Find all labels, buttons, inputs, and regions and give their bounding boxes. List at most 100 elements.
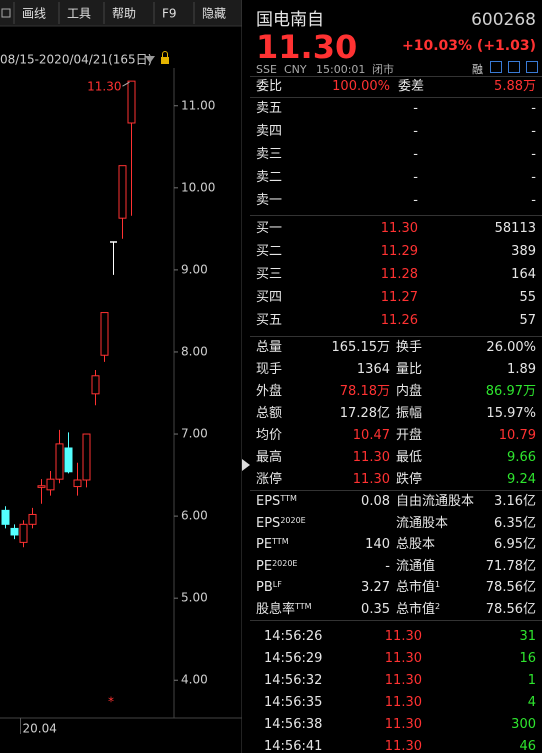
- bid-label: 买四: [256, 290, 283, 305]
- y-tick-label: 5.00: [181, 591, 208, 605]
- trade-volume: 31: [519, 629, 536, 644]
- ask-volume: -: [531, 101, 536, 116]
- y-tick-label: 11.00: [181, 98, 215, 112]
- fund-value: 78.56亿: [485, 580, 536, 595]
- marker: *: [108, 695, 114, 709]
- bid-price: 11.28: [380, 267, 418, 282]
- trade-price: 11.30: [384, 651, 422, 666]
- badge: 融: [472, 62, 483, 76]
- stat-value: 11.30: [352, 472, 390, 487]
- range-label: 08/15-2020/04/21(165日): [0, 53, 152, 67]
- ask-price: -: [413, 170, 418, 185]
- stat-label: 量比: [396, 362, 423, 377]
- fund-value: 71.78亿: [485, 558, 536, 574]
- trade-price: 11.30: [384, 717, 422, 732]
- trade-volume: 1: [527, 673, 536, 688]
- stock-code: 600268: [471, 9, 536, 30]
- fund-value: 6.95亿: [494, 537, 536, 552]
- bid-label: 买三: [256, 267, 283, 282]
- ask-volume: -: [531, 124, 536, 139]
- stat-value: 26.00%: [486, 340, 536, 355]
- stat-label: 最低: [396, 450, 423, 465]
- stat-value: 15.97%: [486, 406, 536, 421]
- high-label: 11.30: [87, 80, 121, 94]
- bid-volume: 389: [511, 244, 536, 259]
- exchange: SSE: [256, 62, 277, 76]
- fund-label-sup: 2020E: [272, 558, 298, 568]
- status: 闭市: [372, 62, 394, 76]
- quote-panel: 国电南自 600268 11.30 +10.03% (+1.03) SSE CNY 15:0…: [250, 0, 542, 753]
- y-tick-label: 6.00: [181, 509, 208, 523]
- icon[interactable]: [526, 61, 538, 73]
- fund-value: 78.56亿: [485, 601, 536, 617]
- stat-value: 17.28亿: [339, 406, 390, 421]
- fund-label: 总市值1: [396, 580, 441, 595]
- trade-volume: 300: [511, 717, 536, 732]
- fund-value: 3.27: [361, 580, 390, 595]
- fund-label: 总股本: [396, 537, 436, 552]
- fund-label-sup: 2: [435, 601, 441, 611]
- fund-label: 自由流通股本: [396, 494, 475, 509]
- toolbar-item[interactable]: 工具: [67, 7, 91, 21]
- y-tick-label: 8.00: [181, 344, 208, 358]
- toolbar-item[interactable]: F9: [162, 7, 177, 21]
- candle-body: [73, 479, 82, 488]
- price: 11.30: [256, 28, 358, 66]
- toolbar-bg: [0, 0, 242, 26]
- stat-value: 9.66: [507, 450, 536, 465]
- fund-value: 0.35: [361, 601, 390, 617]
- stock-name: 国电南自: [256, 9, 324, 30]
- toolbar-icon: [1, 8, 11, 18]
- stat-value: 86.97万: [485, 384, 536, 399]
- trade-time: 14:56:32: [264, 673, 323, 688]
- stat-label: 内盘: [396, 384, 423, 399]
- fund-value: 0.08: [361, 494, 390, 509]
- ask-volume: -: [531, 170, 536, 185]
- high-label-pointer: [122, 81, 130, 87]
- collapse-arrow[interactable]: [241, 458, 251, 472]
- stat-value: 78.18万: [339, 384, 390, 399]
- ask-volume: -: [531, 193, 536, 208]
- icon[interactable]: [490, 61, 502, 73]
- y-tick-label: 4.00: [181, 673, 208, 687]
- fund-label-sup: 2020E: [280, 515, 306, 525]
- ask-label: 卖二: [256, 170, 283, 185]
- fund-label-sup: LF: [272, 580, 282, 589]
- trade-price: 11.30: [384, 695, 422, 710]
- candle-body: [28, 513, 37, 525]
- candle-body: [55, 443, 64, 480]
- toolbar-item[interactable]: 帮助: [112, 7, 136, 21]
- bid-price: 11.30: [380, 221, 418, 236]
- stat-label: 开盘: [396, 428, 423, 443]
- fund-label: 流通值: [396, 558, 436, 574]
- fund-label-sup: 1: [435, 580, 441, 589]
- ratio-value: 5.88万: [494, 79, 536, 94]
- candle-body: [64, 447, 73, 473]
- stat-value: 1.89: [507, 362, 536, 377]
- bid-price: 11.26: [380, 313, 418, 328]
- ratio-label: 委比: [256, 79, 283, 94]
- bid-price: 11.27: [380, 290, 418, 305]
- fund-value: 6.35亿: [494, 515, 536, 531]
- ask-price: -: [413, 147, 418, 162]
- fund-label: EPS2020E: [256, 515, 306, 531]
- icon[interactable]: [508, 61, 520, 73]
- separator: [250, 76, 542, 77]
- trade-volume: 46: [519, 739, 536, 753]
- trade-volume: 4: [527, 695, 536, 710]
- trade-time: 14:56:41: [264, 739, 323, 753]
- currency: CNY: [284, 62, 307, 76]
- fund-label: 总市值2: [396, 601, 441, 617]
- trade-price: 11.30: [384, 739, 422, 753]
- toolbar-item[interactable]: 隐藏: [202, 7, 226, 21]
- toolbar-item[interactable]: 画线: [22, 7, 46, 21]
- fund-label: 流通股本: [396, 515, 449, 531]
- candle-body: [1, 509, 10, 525]
- candle-body: [37, 485, 46, 488]
- bid-label: 买一: [256, 221, 283, 236]
- ask-price: -: [413, 124, 418, 139]
- chart: 08/15-2020/04/21(165日) 画线 工具 帮助 F9 隐藏 4.00 5.0…: [0, 0, 242, 753]
- ask-price: -: [413, 193, 418, 208]
- candle-body: [100, 312, 109, 356]
- stat-value: 9.24: [507, 472, 536, 487]
